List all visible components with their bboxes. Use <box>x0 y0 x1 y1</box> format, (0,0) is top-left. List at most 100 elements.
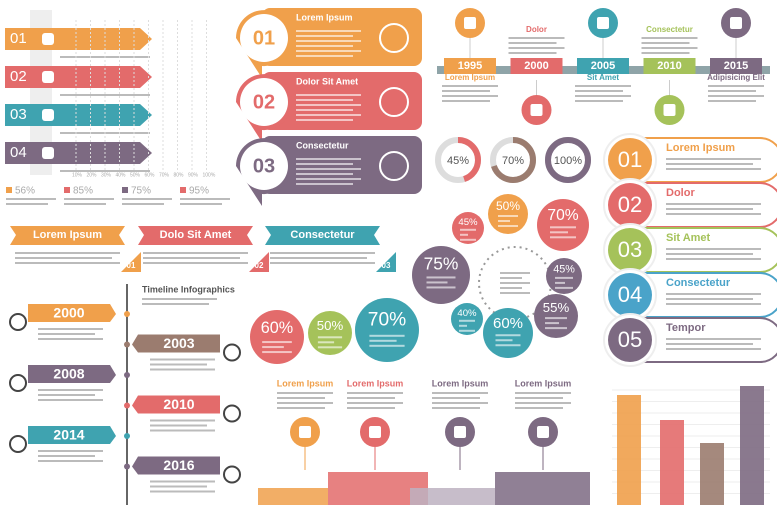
year-box <box>710 58 762 74</box>
text-placeholder <box>666 203 761 205</box>
text-placeholder <box>432 392 488 394</box>
label: 10% <box>72 172 83 178</box>
text-placeholder <box>442 85 498 87</box>
text-placeholder <box>508 47 565 49</box>
text-placeholder <box>555 281 565 284</box>
text-placeholder <box>347 392 403 394</box>
label: Sit Amet <box>666 232 711 244</box>
text-placeholder <box>64 203 106 205</box>
text-placeholder <box>317 336 343 339</box>
label: Consectetur <box>646 25 693 34</box>
label: Lorem Ipsum <box>296 12 353 22</box>
text-placeholder <box>500 287 522 289</box>
arrow <box>5 28 152 50</box>
donut-arc <box>490 137 536 183</box>
arrow <box>5 66 152 88</box>
text-placeholder <box>432 402 488 404</box>
step-bar <box>495 472 590 505</box>
text-placeholder <box>369 339 397 342</box>
text-placeholder <box>296 109 353 111</box>
text-placeholder <box>277 402 333 404</box>
text-placeholder <box>180 203 222 205</box>
stripe <box>30 10 52 175</box>
ribbon <box>138 226 253 245</box>
label: 20% <box>87 172 98 178</box>
text-placeholder <box>142 298 217 300</box>
label: 80% <box>174 172 185 178</box>
text-placeholder <box>500 277 522 279</box>
text-placeholder <box>150 419 215 422</box>
text-placeholder <box>296 40 361 42</box>
label: 40% <box>457 308 477 319</box>
number-circle <box>608 228 652 272</box>
text-placeholder <box>550 236 576 239</box>
text-placeholder <box>708 85 764 87</box>
number-circle <box>608 138 652 182</box>
label: 04 <box>10 144 27 161</box>
text-placeholder <box>459 329 475 332</box>
text-placeholder <box>38 455 95 457</box>
icon <box>223 465 241 484</box>
text-placeholder <box>347 397 395 399</box>
text-placeholder <box>296 99 353 101</box>
step-bar <box>258 488 328 505</box>
icon <box>730 17 742 29</box>
year-box <box>510 58 563 74</box>
bubble <box>451 303 483 335</box>
text-placeholder <box>426 281 448 284</box>
text-placeholder <box>296 104 361 106</box>
label: 2003 <box>163 335 194 351</box>
frame <box>630 137 777 183</box>
icon <box>454 426 466 438</box>
text-placeholder <box>142 303 209 305</box>
icon <box>42 109 54 121</box>
text-placeholder <box>38 450 103 452</box>
text-placeholder <box>426 286 456 289</box>
label: 75% <box>424 253 459 273</box>
label: 01 <box>10 30 27 47</box>
label: Adipisicing Elit <box>707 73 765 82</box>
text-placeholder <box>460 238 476 241</box>
label: Lorem Ipsum <box>33 229 102 241</box>
chart-bar <box>617 395 641 505</box>
text-placeholder <box>347 407 395 409</box>
text-placeholder <box>296 50 361 52</box>
label: Lorem Ipsum <box>445 73 495 82</box>
text-placeholder <box>666 158 761 160</box>
text-placeholder <box>270 257 367 259</box>
text-placeholder <box>150 368 215 371</box>
icon <box>42 33 54 45</box>
label: 56% <box>15 186 35 197</box>
number-circle <box>240 78 288 126</box>
text-placeholder <box>143 262 248 264</box>
label: 60% <box>493 315 523 332</box>
label: 70% <box>368 309 406 330</box>
label: 2015 <box>724 60 748 72</box>
number-circle <box>608 273 652 317</box>
text-placeholder <box>666 348 761 350</box>
text-placeholder <box>6 198 56 200</box>
legend-swatch <box>180 187 186 193</box>
bubble <box>534 294 578 338</box>
number-circle <box>608 318 652 362</box>
year-banner <box>28 304 116 322</box>
label: 100% <box>554 155 582 167</box>
icon <box>464 17 476 29</box>
text-placeholder <box>296 168 361 170</box>
text-placeholder <box>432 397 480 399</box>
text-placeholder <box>15 252 120 254</box>
text-placeholder <box>38 333 95 335</box>
text-placeholder <box>296 45 353 47</box>
label: 04 <box>618 282 642 307</box>
text-placeholder <box>666 258 761 260</box>
label: 1995 <box>458 60 482 72</box>
text-placeholder <box>515 402 571 404</box>
text-placeholder <box>38 394 95 396</box>
icon <box>9 435 27 453</box>
label: 100% <box>203 172 216 178</box>
icon <box>597 17 609 29</box>
year-banner <box>28 426 116 444</box>
label: Lorem Ipsum <box>277 378 334 388</box>
text-placeholder <box>296 55 353 57</box>
label: 03 <box>618 237 642 262</box>
